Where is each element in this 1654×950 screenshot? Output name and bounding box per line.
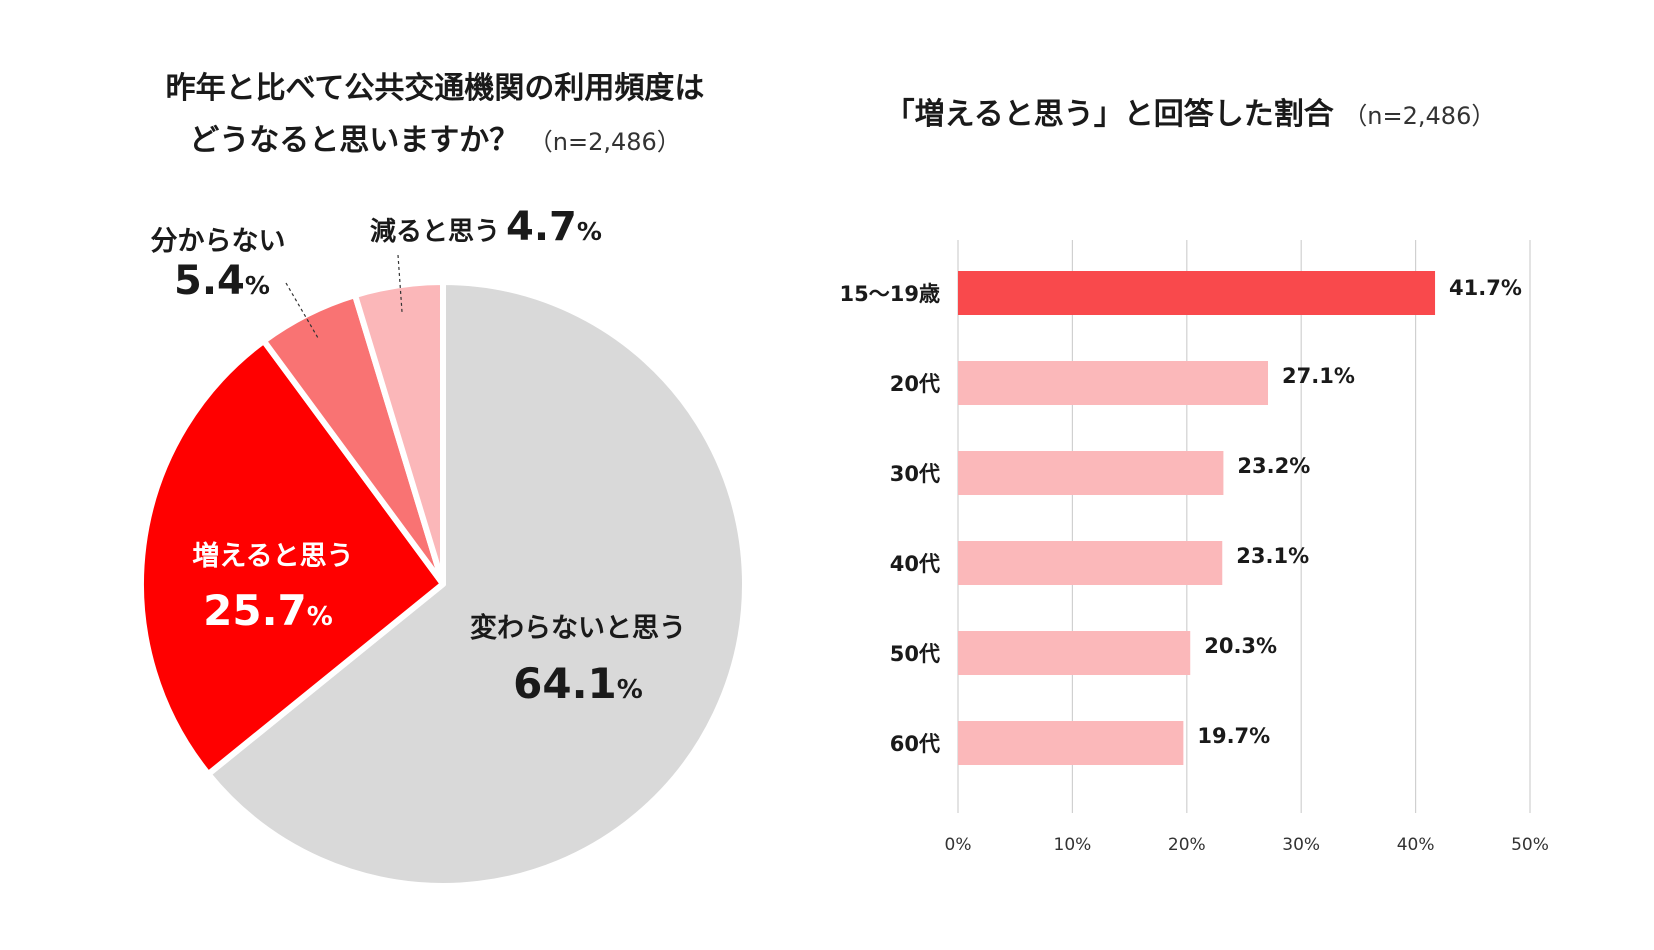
x-tick-label-10: 10%: [1054, 835, 1092, 855]
pie-title-line1: 昨年と比べて公共交通機関の利用頻度は: [166, 71, 705, 106]
pie-label-fueru: 増えると思う: [192, 540, 353, 572]
bar-4: [958, 631, 1191, 675]
pie-slice-kawaranai: [205, 279, 748, 889]
pie-value-fueru-num: 25.7: [203, 586, 307, 635]
bar-chart: 0% 10% 20% 30% 40% 50% 15～19歳 41.7% 20代 27.1% 30代 2…: [840, 240, 1549, 855]
value-label-4: 20.3%: [1204, 634, 1277, 658]
pie-chart: [138, 279, 748, 889]
pie-value-kawaranai-num: 64.1: [513, 659, 617, 708]
value-label-5: 19.7%: [1197, 724, 1270, 748]
pie-value-fueru: 25.7%: [203, 586, 333, 635]
category-label-1: 20代: [890, 372, 940, 396]
category-label-5: 60代: [890, 732, 940, 756]
pie-value-wakaranai-num: 5.4: [174, 258, 245, 304]
value-label-1: 27.1%: [1282, 364, 1355, 388]
x-tick-label-20: 20%: [1168, 835, 1206, 855]
x-tick-label-40: 40%: [1397, 835, 1435, 855]
pie-value-heru-num: 4.7: [506, 204, 577, 250]
leader-line-wakaranai: [285, 282, 319, 339]
pie-value-heru-unit: %: [577, 217, 602, 246]
pie-label-heru: 減ると思う: [370, 217, 500, 247]
pie-title-line2-text: どうなると思いますか？: [189, 123, 519, 158]
pie-value-wakaranai: 5.4%: [174, 258, 270, 304]
pie-label-heru-group: 減ると思う 4.7%: [370, 204, 602, 250]
category-label-4: 50代: [890, 642, 940, 666]
category-label-3: 40代: [890, 552, 940, 576]
pie-label-kawaranai: 変わらないと思う: [470, 612, 686, 644]
pie-sample-size: （n=2,486）: [529, 128, 681, 156]
bar-3: [958, 541, 1223, 585]
bar-1: [958, 361, 1269, 405]
pie-value-kawaranai: 64.1%: [513, 659, 643, 708]
bar-title-text: 「増えると思う」と回答した割合: [885, 97, 1334, 132]
bar-title: 「増えると思う」と回答した割合 （n=2,486）: [885, 97, 1496, 132]
pie-value-fueru-unit: %: [307, 602, 333, 632]
pie-value-wakaranai-unit: %: [245, 271, 270, 300]
x-tick-label-30: 30%: [1282, 835, 1320, 855]
x-tick-label-50: 50%: [1511, 835, 1549, 855]
pie-value-kawaranai-unit: %: [617, 675, 643, 705]
bar-sample-size: （n=2,486）: [1343, 102, 1495, 130]
pie-slice-heru: [352, 279, 446, 587]
pie-title-line2: どうなると思いますか？ （n=2,486）: [189, 123, 681, 158]
x-tick-label-0: 0%: [945, 835, 972, 855]
bar-5: [958, 721, 1184, 765]
bar-0: [958, 271, 1436, 315]
value-label-2: 23.2%: [1237, 454, 1310, 478]
pie-slice-fueru: [138, 337, 446, 778]
category-label-0: 15～19歳: [840, 282, 940, 306]
value-label-0: 41.7%: [1449, 276, 1522, 300]
value-label-3: 23.1%: [1236, 544, 1309, 568]
category-label-2: 30代: [890, 462, 940, 486]
bar-2: [958, 451, 1224, 495]
pie-label-wakaranai: 分からない: [151, 226, 286, 257]
